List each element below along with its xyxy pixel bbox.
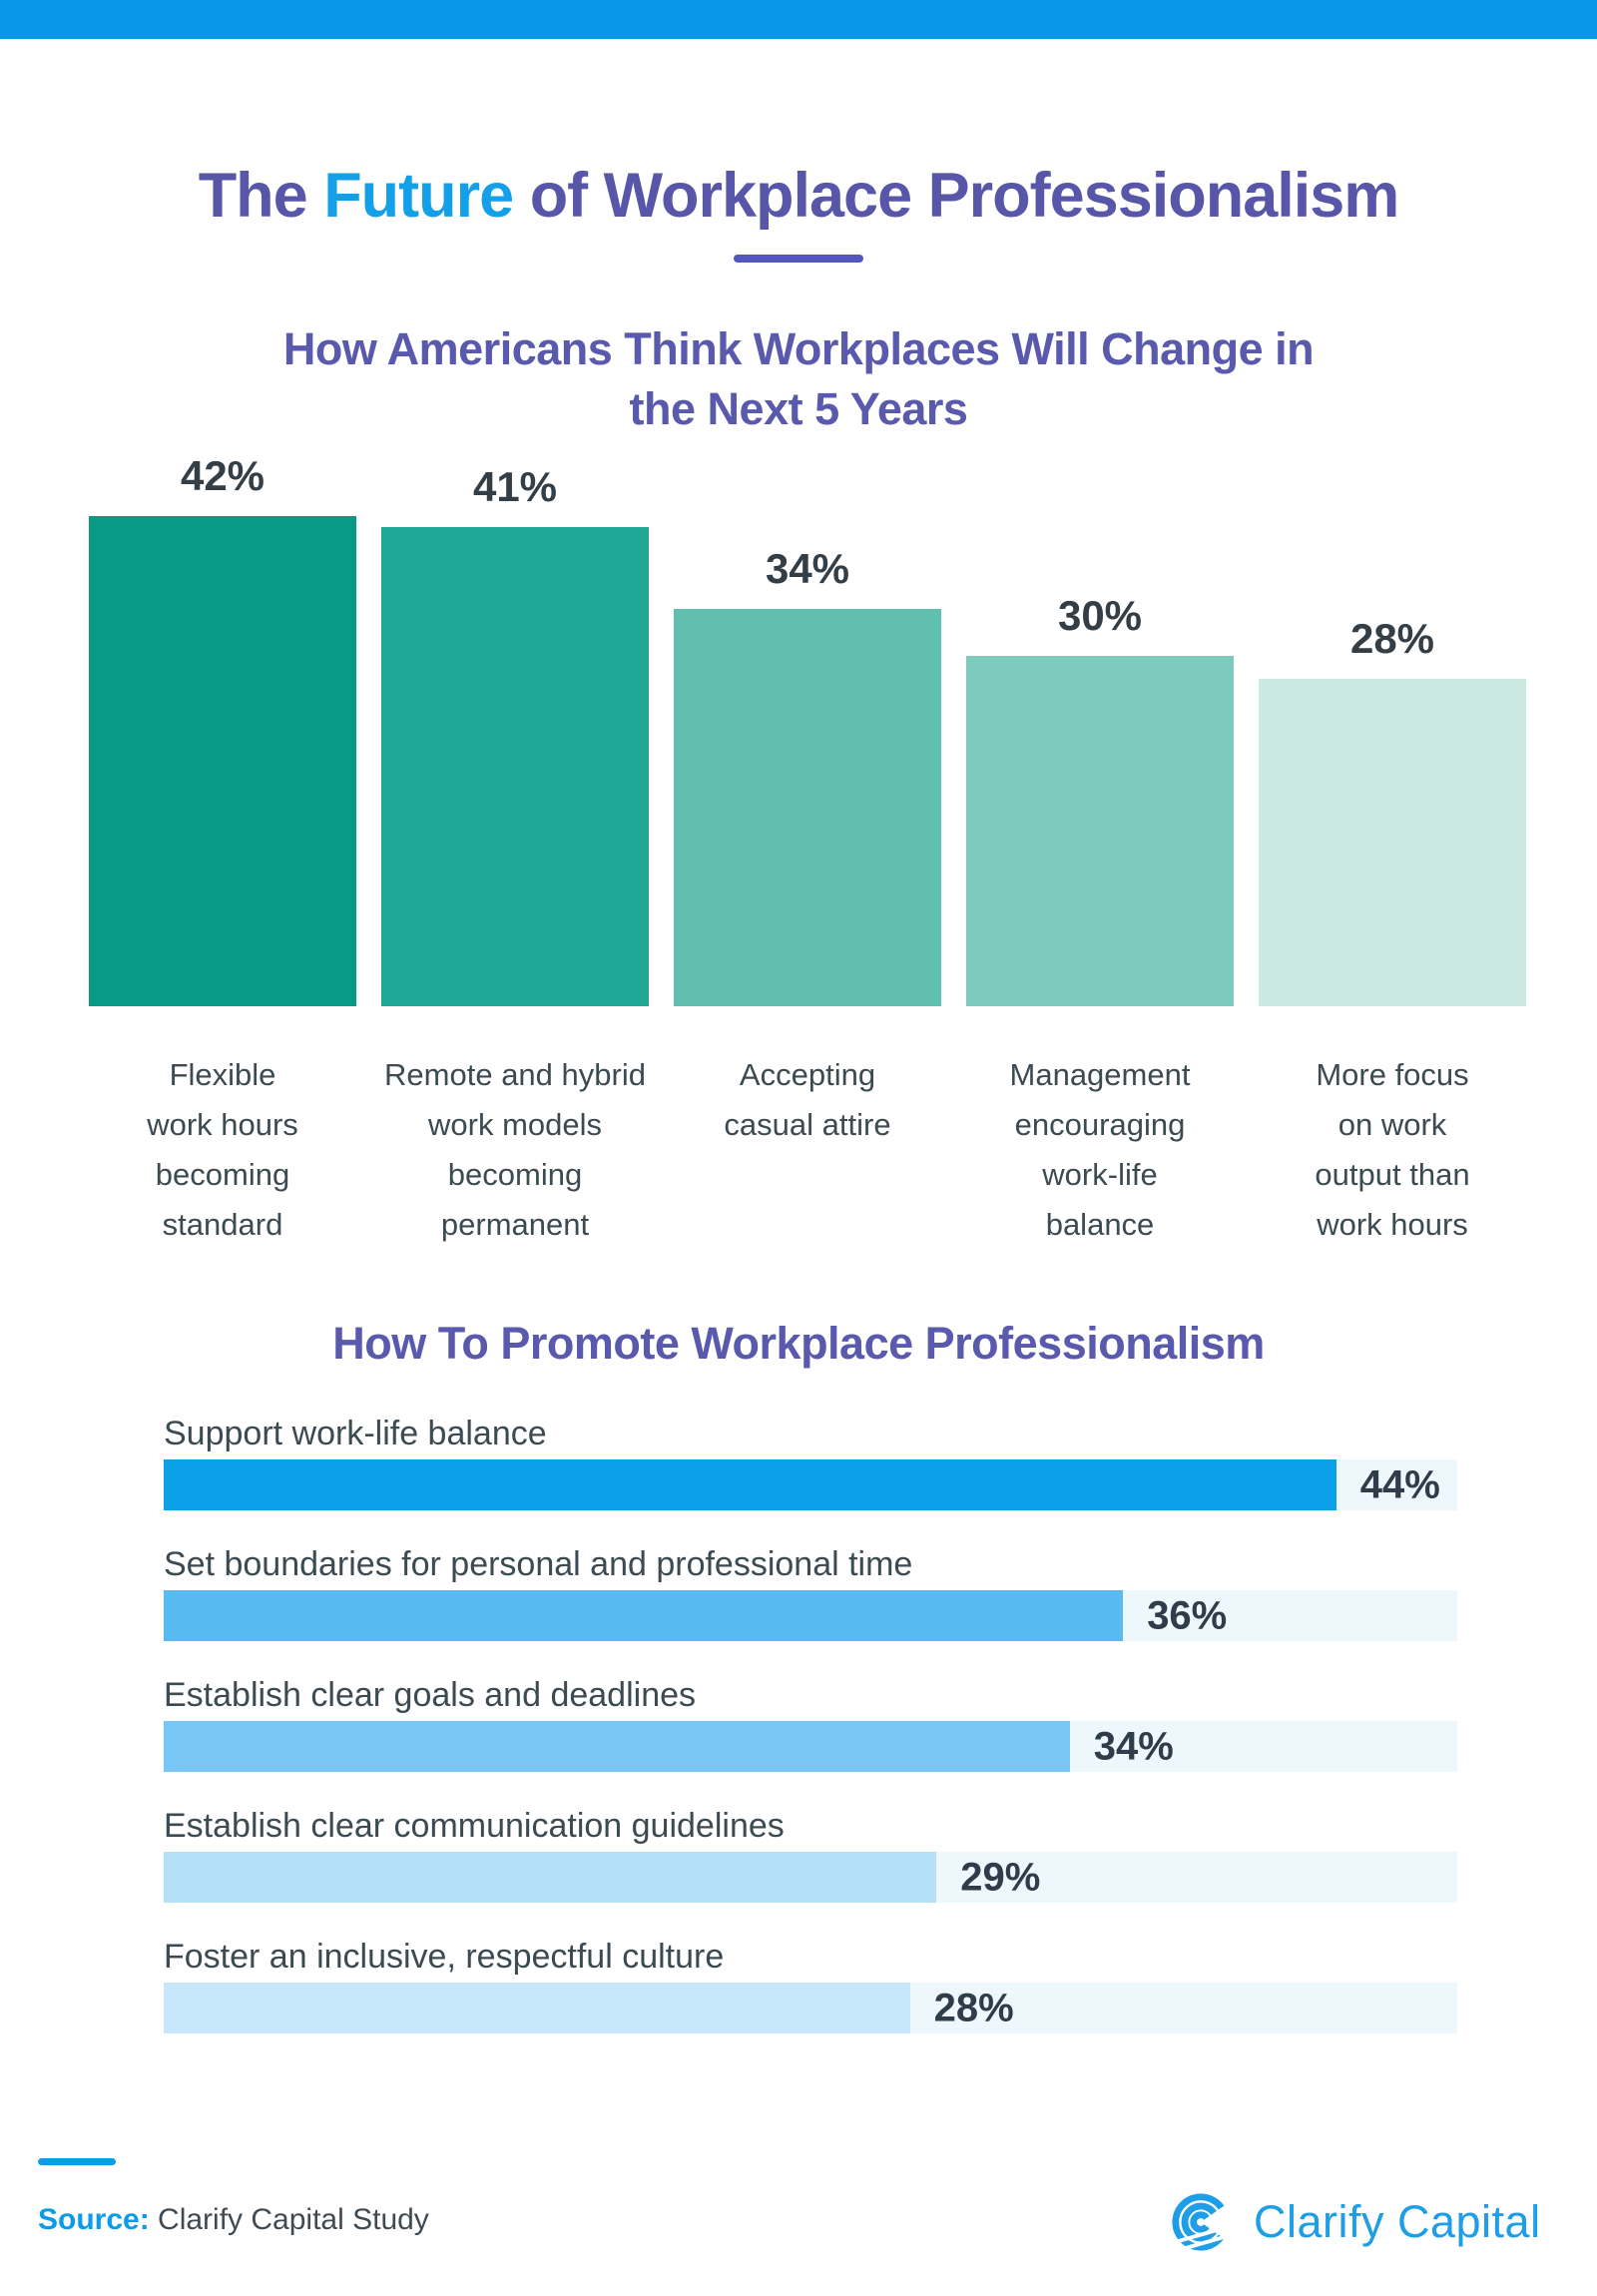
hbar-track: 29%	[164, 1852, 1457, 1903]
hbar-row: Foster an inclusive, respectful culture 2…	[164, 1938, 1457, 2033]
hbar-chart: Support work-life balance 44% Set boundari…	[164, 1415, 1457, 2068]
bar-category-label: Remote and hybrid work models becoming perm…	[384, 1057, 646, 1242]
bar-category-label: Accepting casual attire	[724, 1057, 891, 1142]
clarify-capital-logo: Clarify Capital	[1170, 2191, 1541, 2253]
source-divider	[38, 2158, 116, 2165]
hbar-label: Establish clear communication guidelines	[164, 1807, 785, 1845]
clarify-logo-text: Clarify Capital	[1254, 2196, 1541, 2247]
bar-value-label: 28%	[1349, 615, 1435, 663]
hbar-label: Set boundaries for personal and professi…	[164, 1545, 913, 1583]
hbar-fill	[164, 1459, 1336, 1510]
bar-column: 42%	[89, 449, 356, 1006]
hbar-label: Establish clear goals and deadlines	[164, 1676, 697, 1714]
bar-rect	[966, 656, 1234, 1006]
hbar-fill	[164, 1590, 1124, 1641]
chart2-title: How To Promote Workplace Professionalism	[332, 1318, 1265, 1369]
bar-column: 30%	[966, 449, 1234, 1006]
hbar-fill	[164, 1721, 1070, 1772]
bar-value-label: 34%	[765, 545, 850, 593]
hbar-row: Establish clear communication guidelines…	[164, 1807, 1457, 1903]
chart1-title: How Americans Think Workplaces Will Chan…	[0, 319, 1597, 439]
hbar-row: Set boundaries for personal and professi…	[164, 1545, 1457, 1641]
hbar-fill	[164, 1983, 910, 2033]
bar-rect	[674, 609, 941, 1006]
bar-value-label: 41%	[472, 463, 558, 511]
page-title-prefix: The	[198, 161, 324, 232]
hbar-track: 44%	[164, 1459, 1457, 1510]
hbar-row: Support work-life balance 44%	[164, 1415, 1457, 1510]
bar-rect	[381, 527, 649, 1006]
bar-chart-category-labels: Flexible work hours becoming standard Remote…	[89, 1050, 1526, 1250]
bar-category-label: Management encouraging work-life balance	[1009, 1057, 1191, 1242]
hbar-track: 34%	[164, 1721, 1457, 1772]
hbar-label: Foster an inclusive, respectful culture	[164, 1938, 725, 1976]
source-value: Clarify Capital Study	[149, 2203, 429, 2236]
hbar-label: Support work-life balance	[164, 1415, 547, 1452]
hbar-fill	[164, 1852, 937, 1903]
hbar-value-label: 44%	[1359, 1462, 1440, 1506]
bar-column: 41%	[381, 449, 649, 1006]
chart1-title-line2: the Next 5 Years	[629, 383, 968, 434]
bar-category-label: Flexible work hours becoming standard	[147, 1057, 298, 1242]
bar-rect	[89, 515, 356, 1006]
page-title-suffix: of Workplace Professionalism	[513, 161, 1400, 232]
hbar-value-label: 36%	[1147, 1593, 1228, 1637]
bar-column: 34%	[674, 449, 941, 1006]
hbar-row: Establish clear goals and deadlines 34%	[164, 1676, 1457, 1772]
page-title: The Future of Workplace Professionalism	[0, 160, 1597, 232]
chart1-title-line1: How Americans Think Workplaces Will Chan…	[282, 323, 1315, 374]
source-text: Source: Clarify Capital Study	[38, 2203, 429, 2237]
hbar-value-label: 28%	[933, 1986, 1014, 2029]
page-title-highlight: Future	[323, 161, 514, 232]
bar-category-label: More focus on work output than work hours	[1315, 1057, 1470, 1242]
top-accent-bar	[0, 0, 1597, 39]
bar-value-label: 30%	[1057, 592, 1143, 639]
title-divider	[734, 255, 863, 263]
source-label: Source:	[38, 2203, 150, 2236]
hbar-value-label: 34%	[1093, 1724, 1174, 1768]
clarify-logo-mark	[1170, 2193, 1232, 2253]
bar-column: 28%	[1259, 449, 1526, 1006]
bar-chart: 42% 41% 34% 30% 28%	[89, 449, 1526, 1006]
bar-value-label: 42%	[180, 451, 266, 499]
bar-rect	[1259, 679, 1526, 1006]
hbar-track: 36%	[164, 1590, 1457, 1641]
hbar-value-label: 29%	[960, 1855, 1041, 1899]
hbar-track: 28%	[164, 1983, 1457, 2033]
